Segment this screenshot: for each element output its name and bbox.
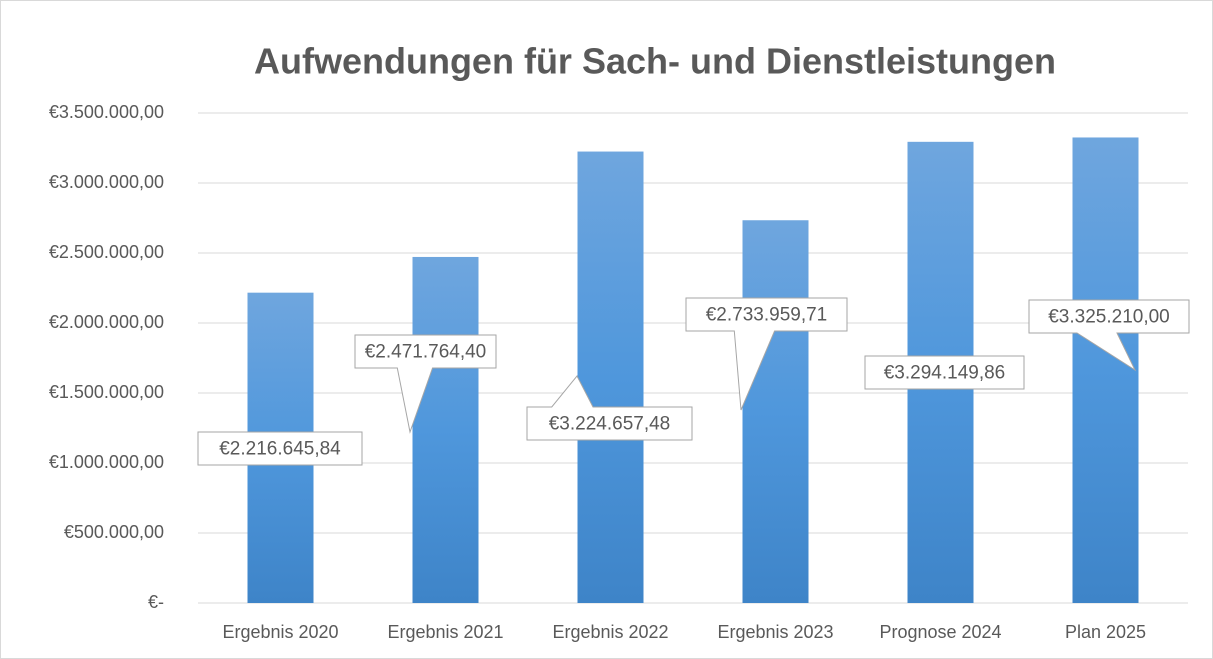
bar	[1072, 137, 1139, 604]
x-tick-label: Ergebnis 2020	[222, 622, 338, 642]
data-label-box	[685, 297, 848, 411]
y-tick-label: €1.000.000,00	[49, 452, 164, 472]
y-tick-label: €1.500.000,00	[49, 382, 164, 402]
data-label: €3.294.149,86	[884, 363, 1006, 384]
bar	[742, 220, 809, 603]
data-label-box	[526, 375, 693, 441]
data-label-box	[197, 431, 363, 466]
x-tick-label: Ergebnis 2023	[717, 622, 833, 642]
data-label: €2.471.764,40	[365, 342, 487, 363]
y-tick-label: €3.500.000,00	[49, 102, 164, 122]
y-tick-label: €2.500.000,00	[49, 242, 164, 262]
data-label: €3.224.657,48	[549, 414, 671, 435]
bar	[577, 151, 644, 603]
x-tick-label: Ergebnis 2022	[552, 622, 668, 642]
x-tick-label: Prognose 2024	[879, 622, 1001, 642]
data-label: €2.733.959,71	[706, 305, 828, 326]
y-tick-label: €3.000.000,00	[49, 172, 164, 192]
data-label-box	[354, 334, 497, 434]
x-tick-label: Plan 2025	[1065, 622, 1146, 642]
x-tick-label: Ergebnis 2021	[387, 622, 503, 642]
data-label: €3.325.210,00	[1048, 307, 1170, 328]
y-tick-label: €500.000,00	[64, 522, 164, 542]
y-tick-label: €-	[148, 592, 164, 612]
data-label-box	[864, 355, 1025, 390]
data-label: €2.216.645,84	[219, 439, 341, 460]
y-tick-label: €2.000.000,00	[49, 312, 164, 332]
data-label-box	[1028, 299, 1190, 372]
bar	[412, 256, 479, 603]
chart-title: Aufwendungen für Sach- und Dienstleistun…	[254, 41, 1056, 82]
